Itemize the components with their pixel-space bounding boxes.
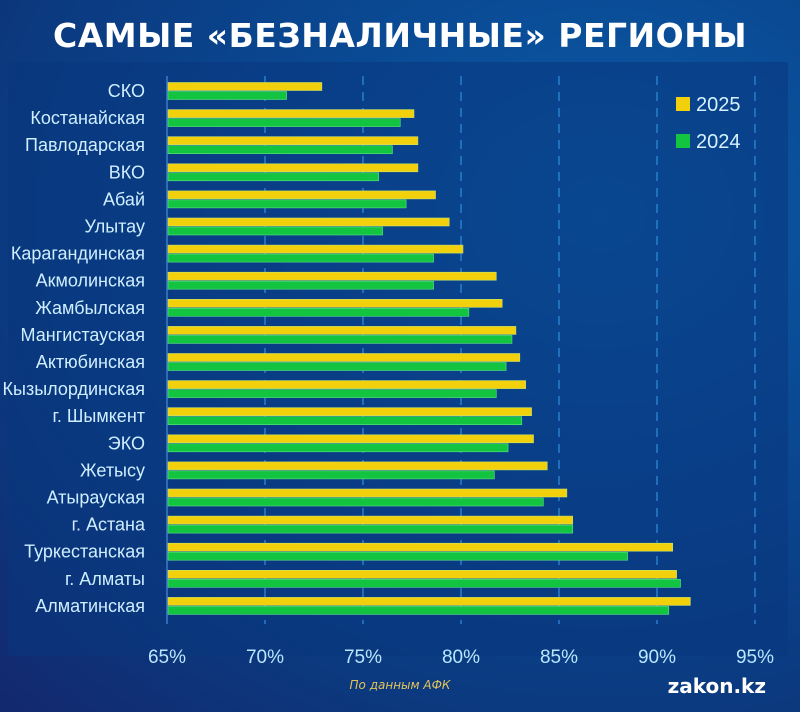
bar-2024: [167, 335, 513, 344]
bar-2024: [167, 497, 544, 507]
bar-2025: [167, 298, 503, 308]
category-label: Мангистауская: [21, 325, 145, 345]
bar-2025: [167, 515, 574, 525]
x-tick-label: 70%: [246, 647, 284, 668]
bar-2025: [167, 597, 691, 606]
category-label: ВКО: [109, 162, 145, 182]
category-label: Актюбинская: [36, 352, 145, 372]
x-tick-label: 85%: [540, 647, 578, 668]
bar-2025: [167, 326, 517, 335]
category-label: г. Шымкент: [53, 406, 145, 426]
bar-2024: [167, 606, 670, 615]
bar-2024: [167, 416, 523, 426]
bar-2025: [167, 569, 677, 579]
category-labels: СКО Костанайская Павлодарская ВКО Абай Улытау…: [3, 81, 146, 616]
bar-2025: [167, 82, 323, 91]
bar-2024: [167, 172, 379, 182]
bar-2025: [167, 217, 450, 227]
bar-2025: [167, 244, 464, 254]
category-label: г. Алматы: [65, 569, 145, 589]
category-label: Павлодарская: [25, 135, 145, 155]
x-tick-labels: 65% 70% 75% 80% 85% 90% 95%: [148, 647, 774, 668]
x-tick-label: 65%: [148, 647, 186, 668]
bar-2025: [167, 380, 526, 389]
legend-swatch-2025: [676, 97, 690, 111]
bar-2024: [167, 253, 434, 263]
chart-title: САМЫЕ «БЕЗНАЛИЧНЫЕ» РЕГИОНЫ: [52, 16, 748, 55]
bar-2024: [167, 389, 497, 398]
bar-2025: [167, 109, 415, 118]
bar-2024: [167, 91, 287, 100]
bar-2024: [167, 524, 574, 534]
category-label: СКО: [108, 81, 145, 101]
bar-2024: [167, 551, 628, 561]
bar-2024: [167, 199, 407, 209]
bar-2025: [167, 488, 568, 498]
bar-2025: [167, 434, 534, 444]
bar-2024: [167, 145, 393, 154]
category-label: Алматинская: [35, 596, 145, 616]
bars: [167, 82, 691, 615]
data-source-note: По данным АФК: [349, 678, 451, 692]
category-label: Жетысу: [80, 460, 145, 480]
x-tick-label: 75%: [344, 647, 382, 668]
bar-2025: [167, 271, 497, 281]
category-label: Жамбылская: [35, 298, 145, 318]
bar-2024: [167, 443, 509, 453]
bar-2024: [167, 362, 507, 371]
bar-2024: [167, 226, 383, 236]
x-tick-label: 90%: [638, 647, 676, 668]
bar-2025: [167, 136, 419, 145]
bar-2024: [167, 578, 681, 588]
category-label: Кызылординская: [3, 379, 145, 399]
x-tick-label: 95%: [736, 647, 774, 668]
category-label: г. Астана: [72, 515, 146, 535]
bar-2025: [167, 163, 419, 173]
brand-logo: zakon.kz: [667, 674, 766, 698]
legend-label-2025: 2025: [696, 94, 741, 116]
bar-2024: [167, 280, 434, 290]
category-label: Карагандинская: [11, 244, 145, 264]
category-label: Атырауская: [47, 488, 145, 508]
legend: 2025 2024: [676, 94, 741, 153]
bar-2025: [167, 190, 436, 200]
bar-2025: [167, 461, 548, 471]
category-label: Туркестанская: [24, 542, 145, 562]
bar-2025: [167, 407, 532, 417]
x-tick-label: 80%: [442, 647, 480, 668]
bar-2025: [167, 353, 521, 362]
category-label: Улытау: [84, 217, 145, 237]
category-label: ЭКО: [108, 433, 145, 453]
bar-2024: [167, 470, 495, 480]
bar-2024: [167, 307, 470, 317]
legend-swatch-2024: [676, 134, 690, 148]
bar-2025: [167, 542, 673, 552]
bar-2024: [167, 118, 401, 127]
legend-label-2024: 2024: [696, 131, 741, 153]
gridlines: [166, 76, 756, 624]
category-label: Акмолинская: [36, 271, 145, 291]
category-label: Абай: [103, 189, 145, 209]
category-label: Костанайская: [30, 108, 145, 128]
